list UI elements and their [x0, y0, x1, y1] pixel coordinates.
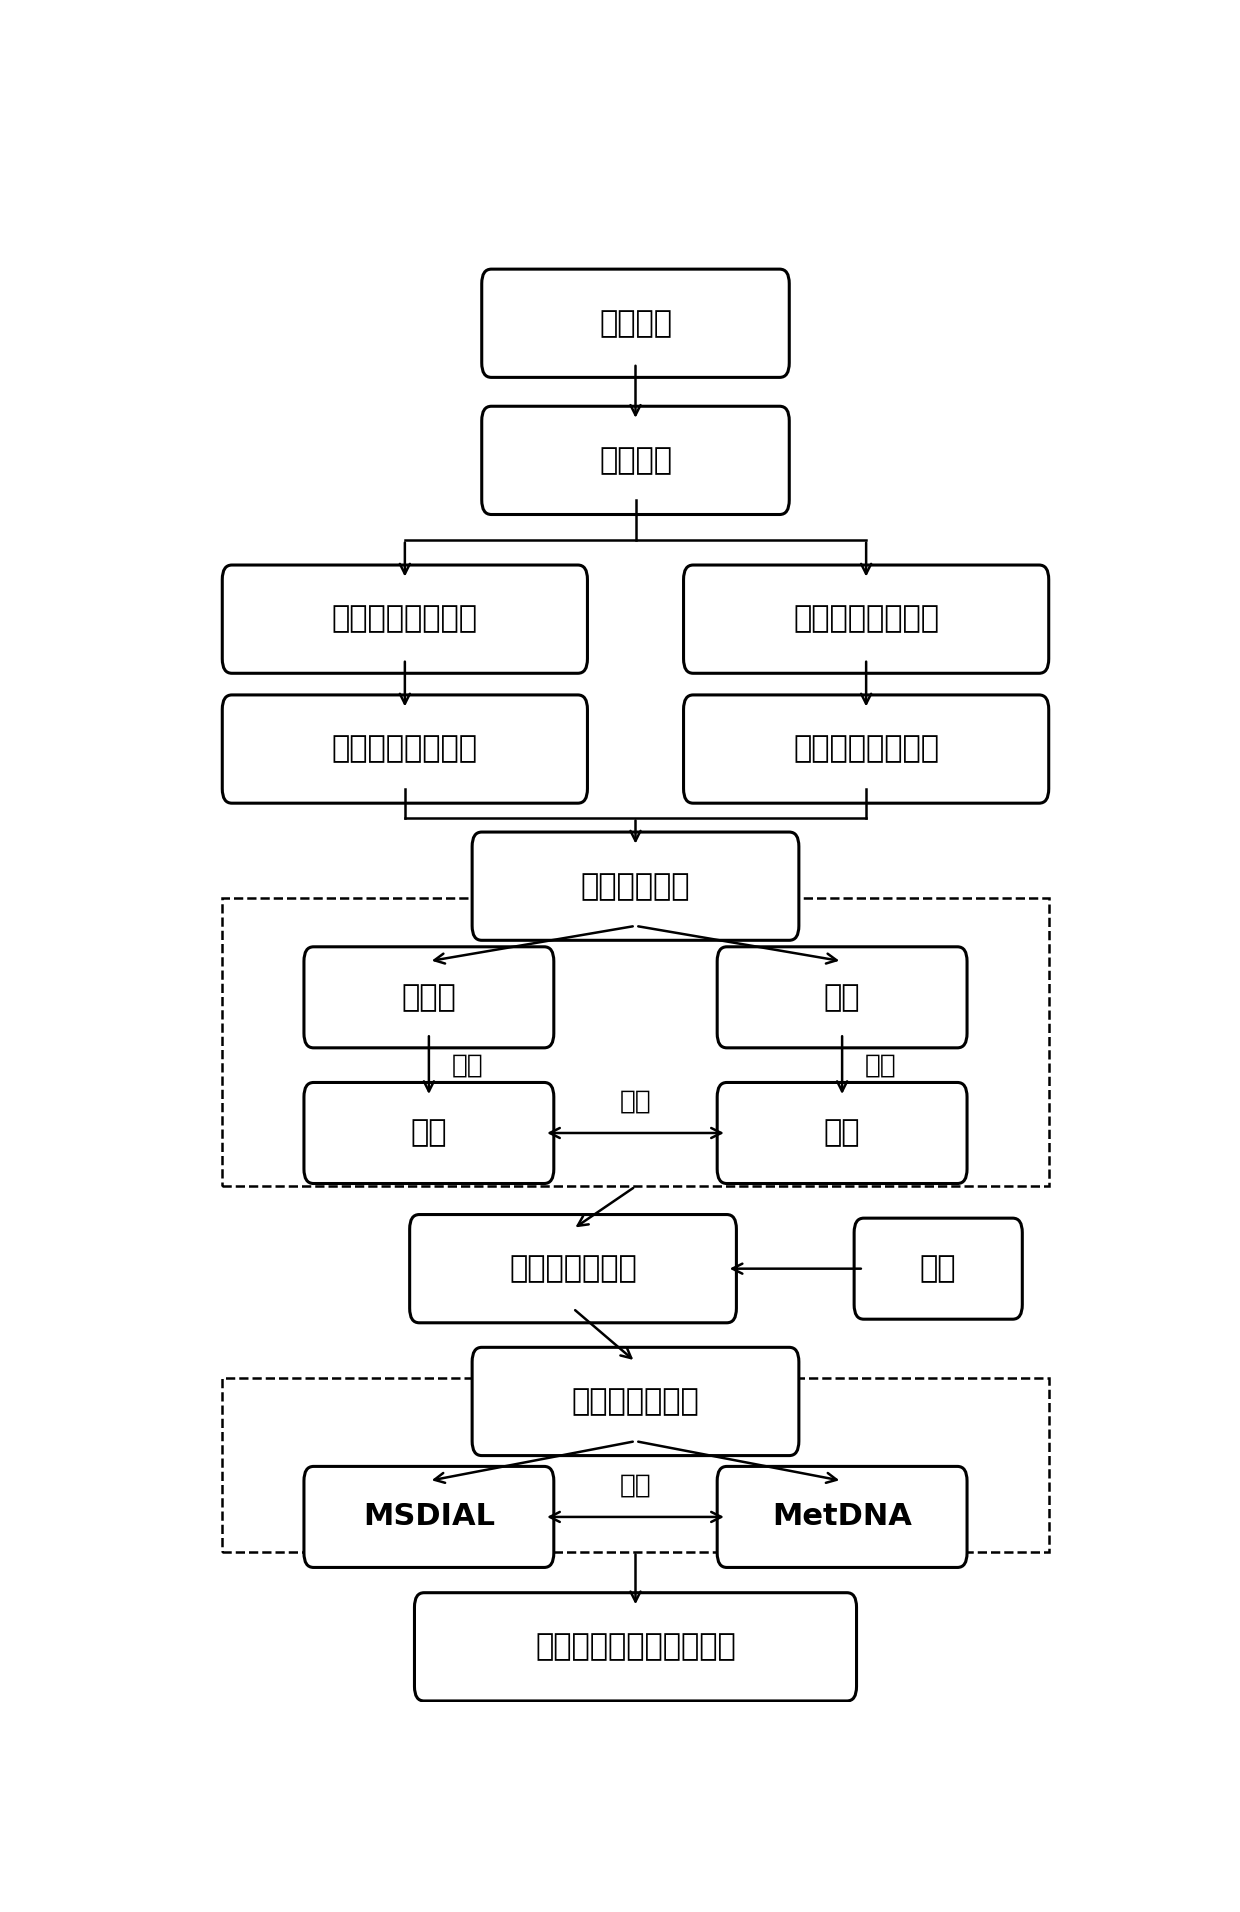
Text: 代谢物特征峰识别: 代谢物特征峰识别 — [794, 734, 939, 763]
Text: 校正: 校正 — [920, 1254, 956, 1283]
FancyBboxPatch shape — [472, 1348, 799, 1455]
FancyBboxPatch shape — [304, 1082, 554, 1184]
FancyBboxPatch shape — [683, 694, 1049, 803]
Text: 生物标志物所在通路富集: 生物标志物所在通路富集 — [536, 1633, 735, 1662]
FancyBboxPatch shape — [717, 946, 967, 1048]
Text: 蛋白: 蛋白 — [823, 983, 861, 1011]
Text: 代谢物特征峰标注: 代谢物特征峰标注 — [794, 604, 939, 633]
Text: MetDNA: MetDNA — [773, 1503, 913, 1532]
Text: 样品提取: 样品提取 — [599, 308, 672, 338]
FancyBboxPatch shape — [304, 1467, 554, 1568]
Text: 代谢扰动预测: 代谢扰动预测 — [580, 872, 691, 901]
Text: 对接: 对接 — [620, 1088, 651, 1115]
Text: 生物标志物识别: 生物标志物识别 — [572, 1386, 699, 1417]
Text: 联用: 联用 — [620, 1472, 651, 1499]
FancyBboxPatch shape — [222, 566, 588, 673]
Text: 配体: 配体 — [410, 1119, 448, 1147]
FancyBboxPatch shape — [481, 270, 789, 377]
FancyBboxPatch shape — [481, 405, 789, 514]
FancyBboxPatch shape — [717, 1467, 967, 1568]
Text: 上机测定: 上机测定 — [599, 445, 672, 474]
FancyBboxPatch shape — [717, 1082, 967, 1184]
FancyBboxPatch shape — [472, 832, 799, 941]
Bar — [222, 899, 1049, 1185]
Text: 优化: 优化 — [451, 1052, 484, 1078]
FancyBboxPatch shape — [409, 1214, 737, 1323]
FancyBboxPatch shape — [414, 1593, 857, 1702]
Text: 口袋: 口袋 — [823, 1119, 861, 1147]
Bar — [222, 1379, 1049, 1551]
Text: 准备: 准备 — [864, 1052, 897, 1078]
FancyBboxPatch shape — [854, 1218, 1022, 1319]
Text: 污染物特征峰标注: 污染物特征峰标注 — [332, 604, 477, 633]
FancyBboxPatch shape — [683, 566, 1049, 673]
Text: 污染物特征峰识别: 污染物特征峰识别 — [332, 734, 477, 763]
Text: 生物标志物筛选: 生物标志物筛选 — [510, 1254, 637, 1283]
FancyBboxPatch shape — [222, 694, 588, 803]
FancyBboxPatch shape — [304, 946, 554, 1048]
Text: MSDIAL: MSDIAL — [363, 1503, 495, 1532]
Text: 污染物: 污染物 — [402, 983, 456, 1011]
